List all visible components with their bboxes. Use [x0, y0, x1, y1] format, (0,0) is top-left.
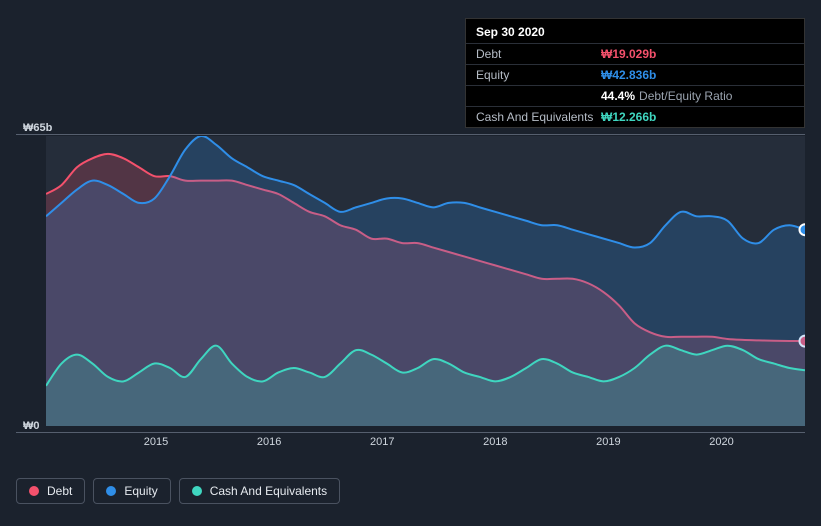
tooltip-row-label: Debt: [476, 47, 601, 61]
tooltip-row-value: ₩19.029b: [601, 47, 656, 61]
legend-item[interactable]: Cash And Equivalents: [179, 478, 340, 504]
legend-item[interactable]: Debt: [16, 478, 85, 504]
tooltip-row: Equity₩42.836b: [466, 64, 804, 85]
chart-tooltip: Sep 30 2020 Debt₩19.029bEquity₩42.836b44…: [465, 18, 805, 128]
y-axis-max-label: ₩65b: [23, 122, 52, 134]
x-axis-tick: 2016: [257, 436, 281, 448]
tooltip-row-label: [476, 89, 601, 103]
legend: Debt Equity Cash And Equivalents: [16, 478, 340, 504]
tooltip-row-suffix: Debt/Equity Ratio: [639, 89, 732, 103]
legend-label: Equity: [124, 484, 157, 498]
legend-label: Cash And Equivalents: [210, 484, 327, 498]
legend-swatch: [106, 486, 116, 496]
x-axis-tick: 2019: [596, 436, 620, 448]
chart-plot-area[interactable]: [46, 136, 805, 426]
x-axis-tick: 2017: [370, 436, 394, 448]
tooltip-row-value: ₩12.266b: [601, 110, 656, 124]
tooltip-row: 44.4%Debt/Equity Ratio: [466, 85, 804, 106]
tooltip-row: Debt₩19.029b: [466, 43, 804, 64]
y-top-baseline: [16, 134, 805, 135]
tooltip-row-label: Cash And Equivalents: [476, 110, 601, 124]
legend-swatch: [192, 486, 202, 496]
y-axis-min-label: ₩0: [23, 420, 40, 432]
y-bottom-baseline: [16, 432, 805, 433]
tooltip-row: Cash And Equivalents₩12.266b: [466, 106, 804, 127]
legend-label: Debt: [47, 484, 72, 498]
tooltip-row-label: Equity: [476, 68, 601, 82]
x-axis-tick: 2018: [483, 436, 507, 448]
legend-swatch: [29, 486, 39, 496]
series-end-dot: [800, 224, 806, 235]
tooltip-date: Sep 30 2020: [466, 19, 804, 43]
legend-item[interactable]: Equity: [93, 478, 170, 504]
x-axis-tick: 2015: [144, 436, 168, 448]
x-axis-tick: 2020: [709, 436, 733, 448]
tooltip-row-value: 44.4%Debt/Equity Ratio: [601, 89, 732, 103]
tooltip-row-value: ₩42.836b: [601, 68, 656, 82]
